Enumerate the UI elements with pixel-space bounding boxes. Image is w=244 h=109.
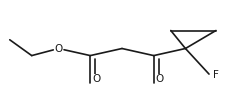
- Text: F: F: [214, 70, 219, 80]
- Text: O: O: [54, 43, 63, 54]
- Text: O: O: [156, 74, 164, 84]
- Text: O: O: [92, 74, 101, 84]
